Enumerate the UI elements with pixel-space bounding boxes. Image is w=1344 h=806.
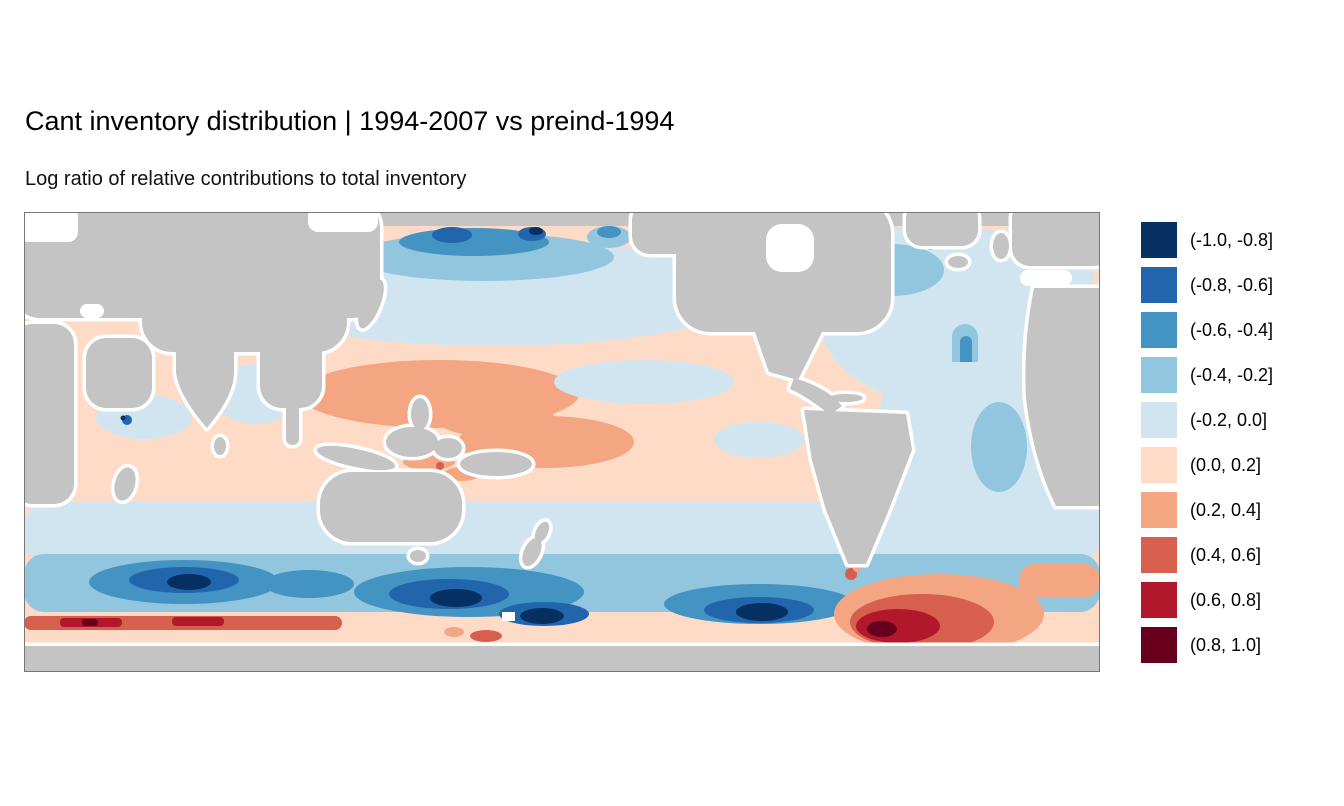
legend-label: (-1.0, -0.8] — [1190, 229, 1274, 250]
panel-border — [24, 212, 1100, 672]
legend-item: (-0.4, -0.2] — [1141, 357, 1273, 393]
legend-label: (0.0, 0.2] — [1190, 454, 1262, 475]
legend-swatch — [1141, 222, 1177, 258]
legend-swatch — [1141, 312, 1177, 348]
legend-label: (-0.2, 0.0] — [1190, 409, 1268, 430]
world-heatmap — [24, 212, 1100, 672]
legend-swatch — [1141, 447, 1177, 483]
legend-item: (-1.0, -0.8] — [1141, 222, 1273, 258]
legend-label: (-0.4, -0.2] — [1190, 364, 1274, 385]
legend-label: (-0.6, -0.4] — [1190, 319, 1274, 340]
legend-item: (-0.2, 0.0] — [1141, 402, 1273, 438]
legend-item: (-0.6, -0.4] — [1141, 312, 1273, 348]
legend-label: (0.6, 0.8] — [1190, 589, 1262, 610]
legend-swatch — [1141, 537, 1177, 573]
legend: (-1.0, -0.8] (-0.8, -0.6] (-0.6, -0.4] (… — [1141, 222, 1273, 672]
legend-swatch — [1141, 267, 1177, 303]
legend-swatch — [1141, 492, 1177, 528]
map-panel — [24, 212, 1100, 672]
legend-label: (0.4, 0.6] — [1190, 544, 1262, 565]
legend-swatch — [1141, 627, 1177, 663]
chart-subtitle: Log ratio of relative contributions to t… — [25, 168, 467, 190]
land-layer — [24, 212, 1100, 672]
legend-item: (0.0, 0.2] — [1141, 447, 1273, 483]
legend-item: (0.4, 0.6] — [1141, 537, 1273, 573]
legend-label: (0.8, 1.0] — [1190, 634, 1262, 655]
legend-item: (0.8, 1.0] — [1141, 627, 1273, 663]
legend-swatch — [1141, 402, 1177, 438]
no-data-patches — [24, 212, 1072, 318]
legend-label: (-0.8, -0.6] — [1190, 274, 1274, 295]
legend-label: (0.2, 0.4] — [1190, 499, 1262, 520]
legend-item: (0.2, 0.4] — [1141, 492, 1273, 528]
chart-title: Cant inventory distribution | 1994-2007 … — [25, 106, 675, 136]
legend-swatch — [1141, 582, 1177, 618]
legend-item: (-0.8, -0.6] — [1141, 267, 1273, 303]
legend-item: (0.6, 0.8] — [1141, 582, 1273, 618]
legend-swatch — [1141, 357, 1177, 393]
